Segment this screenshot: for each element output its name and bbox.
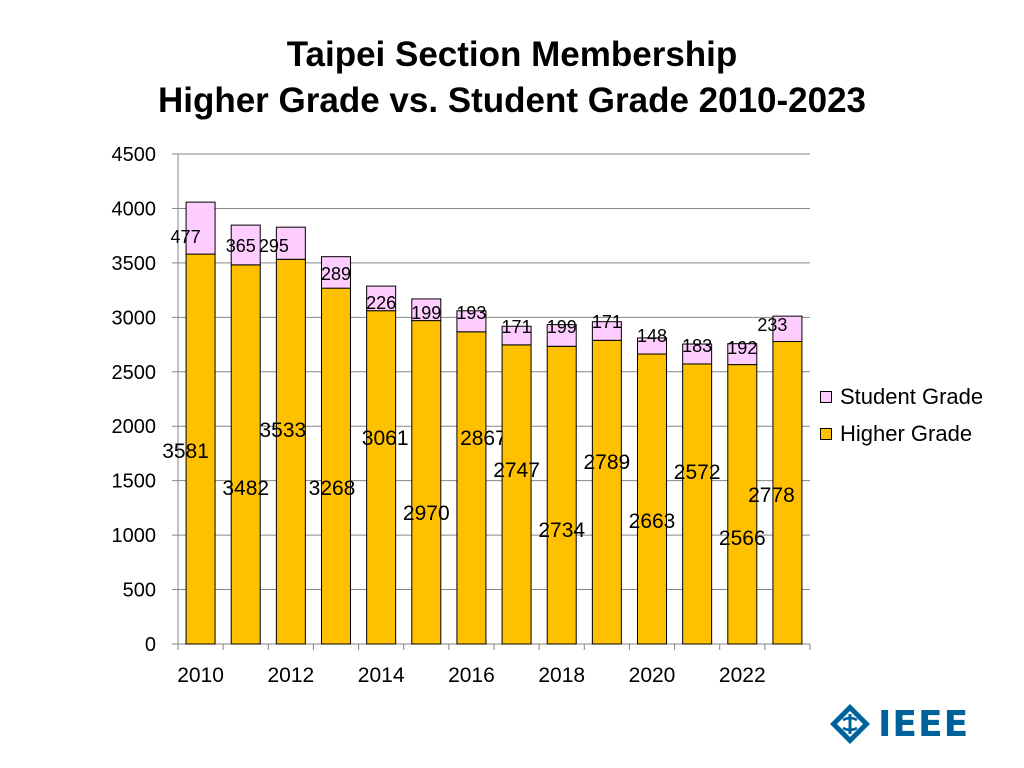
bar-student-2022 bbox=[727, 343, 758, 366]
legend-label-student: Student Grade bbox=[840, 383, 984, 409]
x-tick-label: 2016 bbox=[448, 664, 495, 687]
legend-label-higher: Higher Grade bbox=[840, 420, 973, 446]
data-label-higher-2020: 2663 bbox=[629, 510, 676, 533]
bar-student-2016 bbox=[456, 310, 487, 333]
bar-student-2021 bbox=[682, 343, 713, 365]
y-tick-label: 4000 bbox=[112, 198, 157, 220]
bar-higher-2016 bbox=[456, 331, 487, 645]
data-label-higher-2011: 3482 bbox=[222, 477, 269, 500]
y-tick-label: 500 bbox=[123, 580, 156, 602]
legend-swatch-higher bbox=[820, 427, 832, 440]
bar-higher-2014 bbox=[366, 310, 397, 645]
bar-student-2019 bbox=[591, 321, 622, 341]
data-label-student-2016: 193 bbox=[456, 303, 486, 323]
y-tick-label: 4500 bbox=[112, 144, 157, 166]
data-label-student-2019: 171 bbox=[592, 312, 622, 332]
legend: Student Grade Higher Grade bbox=[820, 378, 983, 452]
bar-higher-2020 bbox=[637, 353, 667, 645]
data-label-higher-2010: 3581 bbox=[162, 440, 209, 463]
y-tick-label: 0 bbox=[145, 634, 156, 656]
bar-student-2023 bbox=[772, 315, 803, 343]
bar-higher-2010 bbox=[185, 253, 216, 645]
x-tick-label: 2012 bbox=[267, 664, 314, 687]
data-label-student-2021: 183 bbox=[682, 336, 712, 356]
bar-student-2011 bbox=[230, 224, 261, 266]
bar-higher-2021 bbox=[682, 363, 713, 645]
data-label-higher-2022: 2566 bbox=[719, 527, 766, 550]
bar-higher-2013 bbox=[321, 287, 351, 645]
data-label-higher-2018: 2734 bbox=[538, 519, 585, 542]
x-tick-label: 2020 bbox=[629, 664, 676, 687]
y-tick-label: 1500 bbox=[112, 471, 157, 493]
x-tick-label: 2010 bbox=[177, 664, 224, 687]
bar-higher-2015 bbox=[411, 320, 442, 645]
data-label-higher-2012: 3533 bbox=[259, 419, 306, 442]
legend-item-higher: Higher Grade bbox=[820, 415, 983, 452]
y-tick-label: 1000 bbox=[112, 525, 157, 547]
data-label-higher-2013: 3268 bbox=[309, 477, 356, 500]
title-line-2: Higher Grade vs. Student Grade 2010-2023 bbox=[157, 81, 867, 120]
bar-higher-2011 bbox=[230, 264, 261, 645]
data-label-student-2023: 233 bbox=[757, 315, 787, 335]
bar-higher-2023 bbox=[772, 341, 803, 645]
x-tick-label: 2022 bbox=[719, 664, 766, 687]
data-label-student-2013: 289 bbox=[321, 264, 351, 284]
bar-student-2013 bbox=[321, 256, 351, 289]
data-label-student-2015: 199 bbox=[411, 303, 441, 323]
bar-student-2012 bbox=[275, 226, 306, 260]
bar-student-2010 bbox=[185, 201, 216, 255]
bar-higher-2017 bbox=[501, 344, 532, 645]
data-label-student-2011: 365 bbox=[226, 236, 256, 256]
bar-student-2017 bbox=[501, 325, 532, 346]
y-tick-label: 2000 bbox=[112, 416, 157, 438]
ieee-diamond-icon bbox=[830, 704, 870, 744]
data-label-higher-2019: 2789 bbox=[583, 451, 630, 474]
data-label-higher-2021: 2572 bbox=[674, 461, 721, 484]
data-label-student-2022: 192 bbox=[727, 338, 757, 358]
bar-higher-2018 bbox=[546, 345, 577, 645]
ieee-wordmark: IEEE bbox=[878, 703, 970, 745]
x-tick-label: 2018 bbox=[538, 664, 585, 687]
bar-student-2015 bbox=[411, 298, 442, 322]
bar-student-2018 bbox=[546, 324, 577, 347]
y-tick-label: 3500 bbox=[112, 253, 157, 275]
bar-student-2020 bbox=[637, 337, 667, 355]
data-label-student-2017: 171 bbox=[502, 317, 532, 337]
title-line-1: Taipei Section Membership bbox=[286, 35, 738, 74]
data-label-higher-2017: 2747 bbox=[493, 459, 540, 482]
bar-higher-2012 bbox=[275, 258, 306, 645]
bar-student-2014 bbox=[366, 285, 397, 312]
bar-higher-2019 bbox=[591, 339, 622, 645]
ieee-logo: IEEE bbox=[828, 700, 978, 748]
data-label-higher-2014: 3061 bbox=[362, 427, 409, 450]
data-label-student-2012: 295 bbox=[259, 236, 289, 256]
data-label-student-2010: 477 bbox=[171, 227, 201, 247]
chart-title: Taipei Section Membership Higher Grade v… bbox=[0, 32, 1024, 124]
data-label-higher-2016: 2867 bbox=[460, 427, 507, 450]
legend-swatch-student bbox=[820, 390, 832, 403]
data-label-student-2014: 226 bbox=[366, 293, 396, 313]
data-label-student-2020: 148 bbox=[637, 326, 667, 346]
x-tick-label: 2014 bbox=[358, 664, 405, 687]
y-tick-label: 3000 bbox=[112, 307, 157, 329]
data-label-higher-2023: 2778 bbox=[748, 484, 795, 507]
y-tick-label: 2500 bbox=[112, 362, 157, 384]
data-label-higher-2015: 2970 bbox=[403, 502, 450, 525]
legend-item-student: Student Grade bbox=[820, 378, 983, 415]
data-label-student-2018: 199 bbox=[547, 317, 577, 337]
